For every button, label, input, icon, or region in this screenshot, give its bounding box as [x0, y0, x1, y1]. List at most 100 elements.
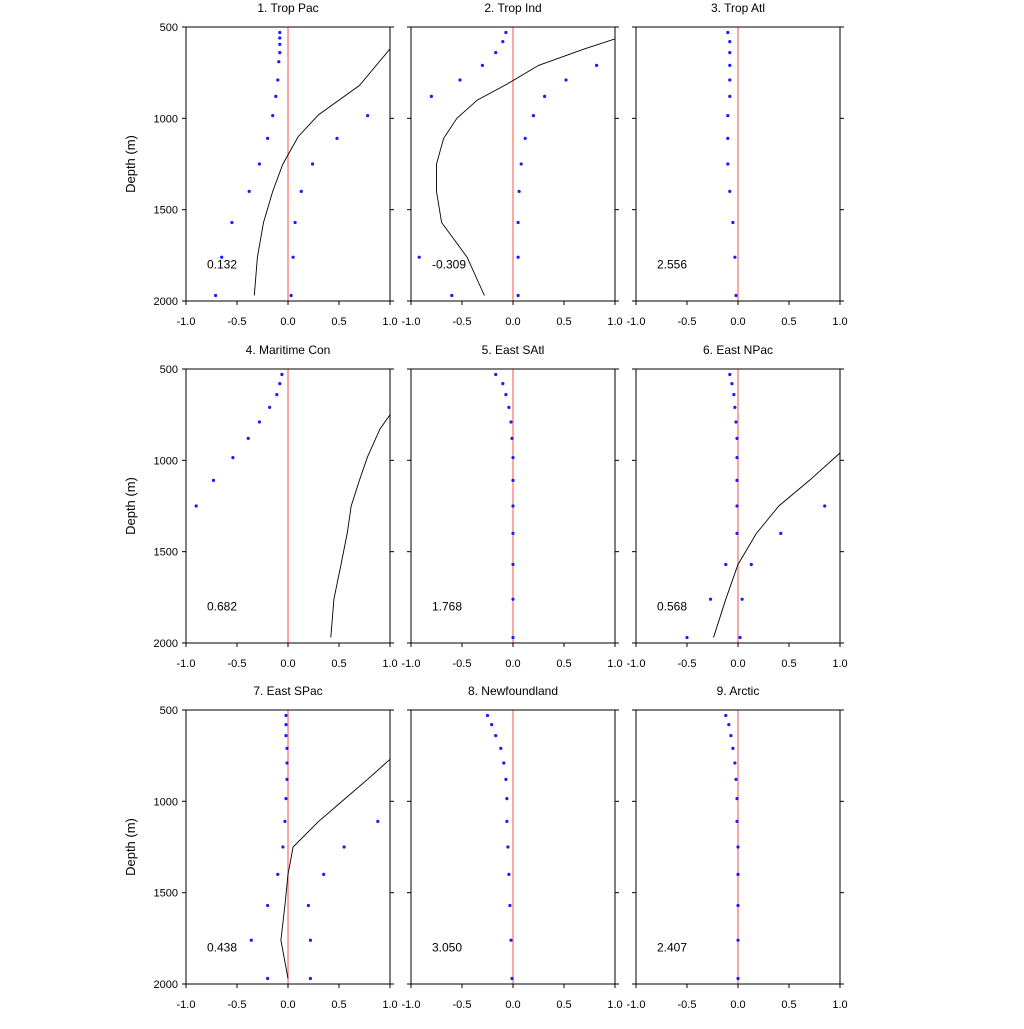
data-point	[322, 872, 326, 877]
x-tick-label: 0.0	[280, 658, 295, 670]
data-point	[511, 456, 515, 460]
data-point	[306, 903, 310, 908]
data-point	[308, 976, 312, 981]
data-point	[726, 114, 730, 118]
x-tick-label: -1.0	[402, 316, 421, 328]
x-tick-label: -0.5	[678, 999, 697, 1011]
data-point	[564, 78, 568, 82]
data-point	[726, 162, 730, 166]
data-point	[299, 189, 303, 193]
data-point	[735, 531, 739, 536]
data-point	[280, 372, 284, 377]
data-point	[726, 30, 730, 35]
data-point	[231, 456, 235, 460]
data-point	[308, 938, 312, 942]
data-point	[531, 114, 536, 118]
data-point	[733, 255, 737, 259]
x-tick-label: 0.0	[505, 658, 520, 670]
data-point	[728, 78, 732, 82]
data-point	[246, 436, 250, 440]
data-point	[506, 845, 510, 849]
x-tick-label: -1.0	[627, 999, 646, 1011]
panel-title: 3. Trop Atl	[711, 1, 765, 15]
data-point	[736, 872, 740, 877]
data-point	[284, 734, 288, 738]
x-tick-label: -1.0	[177, 999, 196, 1011]
data-point	[277, 60, 281, 64]
data-point	[511, 478, 515, 482]
x-tick-label: 0.5	[781, 316, 796, 328]
data-point	[543, 94, 547, 98]
y-axis-label: Depth (m)	[123, 135, 138, 193]
data-point	[278, 36, 282, 40]
data-point	[509, 938, 513, 942]
data-point	[728, 189, 732, 193]
data-point	[366, 114, 370, 118]
data-point	[728, 40, 732, 44]
x-tick-label: -1.0	[177, 658, 196, 670]
x-tick-label: -1.0	[627, 658, 646, 670]
data-point	[376, 819, 380, 824]
x-tick-label: 1.0	[607, 316, 622, 328]
y-axis-label: Depth (m)	[123, 477, 138, 535]
data-point	[736, 903, 740, 908]
data-point	[728, 372, 732, 377]
data-point	[257, 162, 261, 166]
data-point	[257, 420, 261, 424]
data-point	[335, 136, 339, 140]
data-point	[749, 562, 753, 567]
panel-6: 6. East NPac -1.0 -0.5 0.0 0.5 1.0 0.568	[627, 343, 848, 670]
data-point	[284, 797, 288, 801]
data-point	[511, 597, 515, 601]
x-tick-label: -1.0	[627, 316, 646, 328]
data-point	[276, 78, 280, 82]
fit-curve	[280, 758, 390, 979]
data-point	[450, 293, 454, 298]
x-tick-label: 0.0	[280, 999, 295, 1011]
data-point	[429, 94, 433, 98]
data-point	[289, 293, 293, 298]
data-point	[735, 504, 739, 508]
data-point	[494, 734, 498, 738]
y-tick-label: 2000	[154, 638, 178, 650]
panel-title: 1. Trop Pac	[257, 1, 318, 15]
data-point	[595, 63, 599, 67]
y-axis-label: Depth (m)	[123, 818, 138, 876]
data-point	[735, 478, 739, 482]
panel-7: 7. East SPac 500 1000 1500 2000 -1.0 -0.5 0.0 0.…	[123, 684, 398, 1011]
data-point	[214, 293, 218, 298]
data-point	[734, 777, 738, 782]
x-tick-label: -0.5	[453, 999, 472, 1011]
data-point	[736, 976, 740, 981]
x-tick-label: 0.5	[331, 316, 346, 328]
data-point	[730, 382, 734, 386]
data-point	[732, 393, 736, 397]
data-point	[266, 136, 270, 140]
x-tick-label: -0.5	[228, 999, 247, 1011]
data-point	[268, 405, 272, 409]
data-point	[220, 255, 224, 259]
panel-3: 3. Trop Atl -1.0 -0.5 0.0 0.5 1.0 2.556	[627, 1, 848, 328]
data-point	[519, 162, 523, 166]
data-point	[285, 777, 289, 782]
data-point	[278, 51, 282, 55]
data-point	[735, 797, 739, 801]
panel-annotation: 0.682	[207, 599, 237, 613]
data-point	[729, 734, 733, 738]
panel-annotation: -0.309	[432, 257, 466, 271]
data-point	[266, 903, 270, 908]
data-point	[510, 436, 514, 440]
panel-1: 1. Trop Pac 500 1000 1500 2000 -1.0 -0.5 0.0 0.5…	[123, 1, 398, 328]
data-point	[734, 293, 738, 298]
x-tick-label: -1.0	[402, 999, 421, 1011]
data-point	[735, 819, 739, 824]
x-tick-label: 0.5	[781, 999, 796, 1011]
data-point	[293, 220, 297, 225]
data-point	[516, 220, 520, 225]
data-point	[508, 903, 512, 908]
panel-annotation: 0.568	[657, 599, 687, 613]
data-point	[727, 723, 731, 727]
data-point	[685, 635, 689, 640]
